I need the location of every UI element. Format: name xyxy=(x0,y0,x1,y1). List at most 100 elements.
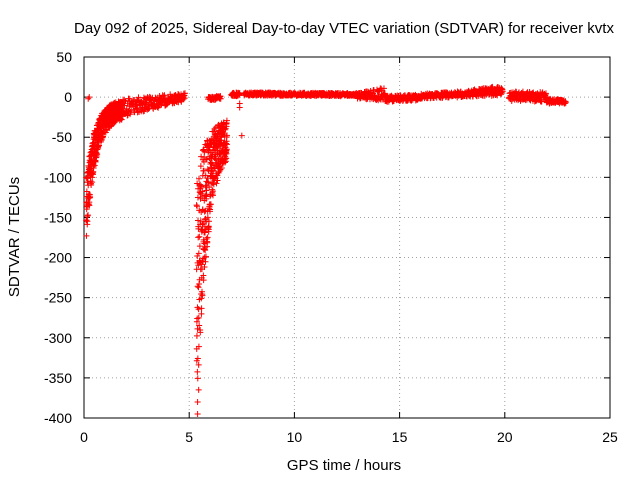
data-point xyxy=(194,410,201,417)
data-point xyxy=(83,232,90,239)
y-tick-label: -150 xyxy=(44,209,72,225)
data-point xyxy=(87,193,94,200)
data-point xyxy=(201,263,208,270)
data-point xyxy=(207,201,214,208)
data-point xyxy=(207,159,214,166)
data-point xyxy=(195,225,202,232)
data-point xyxy=(217,95,224,102)
axis-ticks xyxy=(83,56,611,419)
data-point xyxy=(194,355,201,362)
data-point xyxy=(205,218,212,225)
y-tick-label: -50 xyxy=(52,129,72,145)
data-point xyxy=(196,280,203,287)
data-point xyxy=(195,386,202,393)
data-point xyxy=(223,117,230,124)
x-tick-label: 20 xyxy=(497,429,513,445)
data-point xyxy=(204,234,211,241)
data-point xyxy=(198,310,205,317)
x-tick-label: 25 xyxy=(602,429,618,445)
y-tick-label: -350 xyxy=(44,370,72,386)
data-point xyxy=(206,146,213,153)
data-point xyxy=(195,175,202,182)
data-point xyxy=(204,166,211,173)
grid-lines xyxy=(84,57,610,418)
data-point xyxy=(207,206,214,213)
data-point xyxy=(84,213,91,220)
data-point xyxy=(121,102,128,109)
data-point xyxy=(204,214,211,221)
data-point xyxy=(201,254,208,261)
data-point xyxy=(88,182,95,189)
data-point xyxy=(198,295,205,302)
data-point xyxy=(118,116,125,123)
x-tick-label: 10 xyxy=(287,429,303,445)
x-axis-title: GPS time / hours xyxy=(287,457,401,474)
data-point xyxy=(90,164,97,171)
data-point xyxy=(198,183,205,190)
data-point xyxy=(202,156,209,163)
data-point xyxy=(562,99,569,106)
data-point xyxy=(195,284,202,291)
data-point xyxy=(84,218,91,225)
data-point xyxy=(180,96,187,103)
data-point xyxy=(224,141,231,148)
y-axis-title: SDTVAR / TECUs xyxy=(6,177,23,297)
data-point xyxy=(86,202,93,209)
y-tick-label: -300 xyxy=(44,330,72,346)
data-point xyxy=(196,233,203,240)
data-point xyxy=(213,180,220,187)
data-point xyxy=(195,306,202,313)
data-point xyxy=(198,305,205,312)
data-point xyxy=(205,223,212,230)
data-point xyxy=(193,332,200,339)
data-point xyxy=(214,177,221,184)
data-point xyxy=(197,163,204,170)
x-tick-label: 5 xyxy=(185,429,193,445)
data-point xyxy=(194,203,201,210)
data-point xyxy=(238,132,245,139)
data-point xyxy=(217,166,224,173)
data-point xyxy=(196,243,203,250)
data-point xyxy=(210,181,217,188)
data-point xyxy=(195,361,202,368)
y-tick-labels: 50 0 -50 -100 -150 -200 -250 -300 -350 -400 xyxy=(44,49,72,426)
data-point xyxy=(195,217,202,224)
data-point xyxy=(205,179,212,186)
data-point xyxy=(121,97,128,104)
data-point xyxy=(542,90,549,97)
data-point xyxy=(83,217,90,224)
data-point xyxy=(194,315,201,322)
data-point xyxy=(194,375,201,382)
data-point xyxy=(212,165,219,172)
data-point xyxy=(204,239,211,246)
x-tick-label: 15 xyxy=(392,429,408,445)
data-point xyxy=(85,212,92,219)
data-point xyxy=(223,132,230,139)
data-point xyxy=(196,322,203,329)
data-point xyxy=(135,94,142,101)
data-point xyxy=(218,165,225,172)
data-point xyxy=(380,85,387,92)
data-point xyxy=(499,88,506,95)
x-tick-label: 0 xyxy=(80,429,88,445)
data-point xyxy=(236,90,243,97)
data-point xyxy=(202,229,209,236)
y-tick-label: -100 xyxy=(44,169,72,185)
data-point xyxy=(103,126,110,133)
data-points xyxy=(83,83,569,417)
data-point xyxy=(86,94,93,101)
chart-title: Day 092 of 2025, Sidereal Day-to-day VTE… xyxy=(74,20,614,37)
plot-frame xyxy=(83,56,611,419)
data-point xyxy=(202,258,209,265)
data-point xyxy=(104,127,111,134)
y-tick-label: 0 xyxy=(64,89,72,105)
data-point xyxy=(206,184,213,191)
data-point xyxy=(195,250,202,257)
data-point xyxy=(195,314,202,321)
data-point xyxy=(488,84,495,91)
data-point xyxy=(202,247,209,254)
data-point xyxy=(236,104,243,111)
data-point xyxy=(200,220,207,227)
data-point xyxy=(200,167,207,174)
